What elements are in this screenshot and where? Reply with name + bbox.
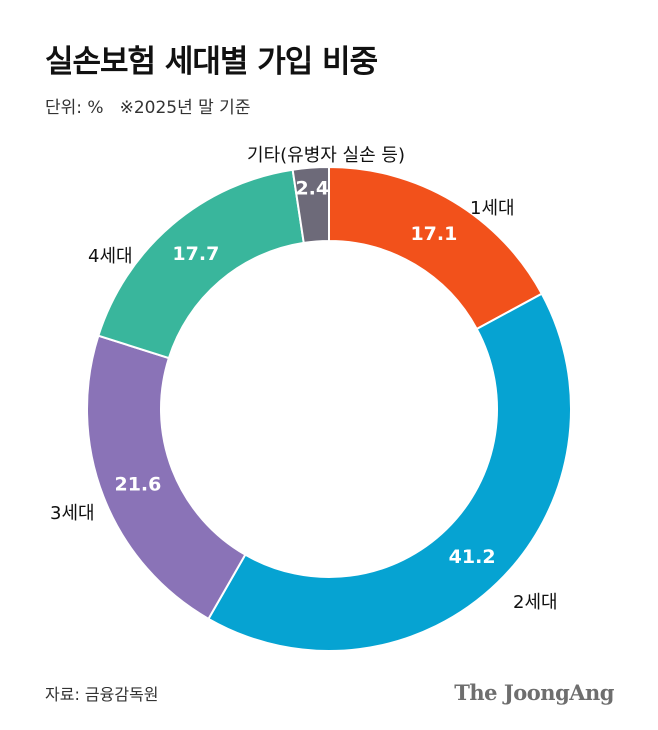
- donut-slice: [328, 165, 544, 331]
- slice-category-label: 2세대: [513, 592, 558, 613]
- slice-category-label: 기타(유병자 실손 등): [247, 145, 405, 166]
- page-title: 실손보험 세대별 가입 비중: [45, 44, 378, 80]
- slice-value-label: 21.6: [114, 473, 161, 495]
- donut-slice: [86, 334, 247, 621]
- slice-category-label: 1세대: [470, 198, 515, 219]
- unit-label: 단위: %: [45, 98, 104, 118]
- chart-subtitle: 단위: % ※2025년 말 기준: [45, 93, 250, 118]
- slice-category-label: 3세대: [50, 503, 95, 524]
- source-note: 자료: 금융감독원: [45, 685, 159, 704]
- brand-logo: The JoongAng: [454, 680, 614, 705]
- donut-slice: [207, 292, 572, 652]
- slice-value-label: 2.4: [295, 178, 329, 200]
- slice-value-label: 17.7: [172, 243, 219, 265]
- basis-note: ※2025년 말 기준: [119, 98, 251, 118]
- slice-value-label: 41.2: [449, 546, 496, 568]
- donut-slice: [291, 165, 330, 245]
- slice-category-label: 4세대: [88, 246, 133, 267]
- slice-value-label: 17.1: [410, 223, 457, 245]
